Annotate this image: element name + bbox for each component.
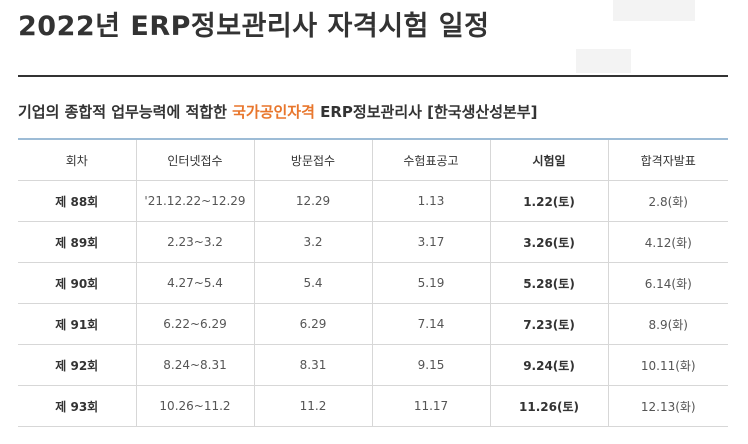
online-application-cell: 10.26~11.2 <box>136 385 255 427</box>
subtitle-suffix: ERP정보관리사 [한국생산성본부] <box>314 103 538 121</box>
round-cell: 제 88회 <box>18 180 137 222</box>
column-header-result-announcement: 합격자발표 <box>608 138 728 181</box>
admission-ticket-cell: 3.17 <box>372 221 491 263</box>
round-cell: 제 93회 <box>18 385 137 427</box>
visit-application-cell: 5.4 <box>254 262 373 304</box>
round-cell: 제 89회 <box>18 221 137 263</box>
table-row: 제 91회 6.22~6.29 6.29 7.14 7.23(토) 8.9(화) <box>18 303 728 345</box>
result-announcement-cell: 8.9(화) <box>608 303 728 345</box>
admission-ticket-cell: 1.13 <box>372 180 491 222</box>
page-title: 2022년 ERP정보관리사 자격시험 일정 <box>18 11 490 42</box>
visit-application-cell: 8.31 <box>254 344 373 386</box>
round-cell: 제 92회 <box>18 344 137 386</box>
table-header: 회차 인터넷접수 방문접수 수험표공고 시험일 합격자발표 <box>18 138 728 181</box>
table-row: 제 89회 2.23~3.2 3.2 3.17 3.26(토) 4.12(화) <box>18 221 728 263</box>
column-header-admission-ticket: 수험표공고 <box>372 138 491 181</box>
result-announcement-cell: 2.8(화) <box>608 180 728 222</box>
result-announcement-cell: 10.11(화) <box>608 344 728 386</box>
exam-schedule-table: 회차 인터넷접수 방문접수 수험표공고 시험일 합격자발표 제 88회 '21.… <box>18 138 728 427</box>
table-row: 제 92회 8.24~8.31 8.31 9.15 9.24(토) 10.11(… <box>18 344 728 386</box>
column-header-exam-date: 시험일 <box>490 138 609 181</box>
exam-date-cell: 11.26(토) <box>490 385 609 427</box>
admission-ticket-cell: 7.14 <box>372 303 491 345</box>
table-body: 제 88회 '21.12.22~12.29 12.29 1.13 1.22(토)… <box>18 180 728 427</box>
subtitle-prefix: 기업의 종합적 업무능력에 적합한 <box>18 103 233 121</box>
visit-application-cell: 12.29 <box>254 180 373 222</box>
title-divider <box>18 75 728 77</box>
round-cell: 제 91회 <box>18 303 137 345</box>
online-application-cell: '21.12.22~12.29 <box>136 180 255 222</box>
subtitle: 기업의 종합적 업무능력에 적합한 국가공인자격 ERP정보관리사 [한국생산성… <box>18 101 537 122</box>
column-header-online-application: 인터넷접수 <box>136 138 255 181</box>
header-row: 회차 인터넷접수 방문접수 수험표공고 시험일 합격자발표 <box>18 138 728 181</box>
decorative-box <box>576 49 631 73</box>
online-application-cell: 4.27~5.4 <box>136 262 255 304</box>
visit-application-cell: 3.2 <box>254 221 373 263</box>
exam-date-cell: 5.28(토) <box>490 262 609 304</box>
column-header-visit-application: 방문접수 <box>254 138 373 181</box>
subtitle-highlight: 국가공인자격 <box>232 103 315 121</box>
result-announcement-cell: 4.12(화) <box>608 221 728 263</box>
exam-date-cell: 1.22(토) <box>490 180 609 222</box>
table-row: 제 93회 10.26~11.2 11.2 11.17 11.26(토) 12.… <box>18 385 728 427</box>
visit-application-cell: 6.29 <box>254 303 373 345</box>
online-application-cell: 2.23~3.2 <box>136 221 255 263</box>
admission-ticket-cell: 9.15 <box>372 344 491 386</box>
table-row: 제 88회 '21.12.22~12.29 12.29 1.13 1.22(토)… <box>18 180 728 222</box>
decorative-box <box>613 0 695 21</box>
online-application-cell: 6.22~6.29 <box>136 303 255 345</box>
online-application-cell: 8.24~8.31 <box>136 344 255 386</box>
exam-date-cell: 9.24(토) <box>490 344 609 386</box>
result-announcement-cell: 12.13(화) <box>608 385 728 427</box>
visit-application-cell: 11.2 <box>254 385 373 427</box>
exam-date-cell: 3.26(토) <box>490 221 609 263</box>
admission-ticket-cell: 11.17 <box>372 385 491 427</box>
exam-date-cell: 7.23(토) <box>490 303 609 345</box>
result-announcement-cell: 6.14(화) <box>608 262 728 304</box>
admission-ticket-cell: 5.19 <box>372 262 491 304</box>
round-cell: 제 90회 <box>18 262 137 304</box>
table-row: 제 90회 4.27~5.4 5.4 5.19 5.28(토) 6.14(화) <box>18 262 728 304</box>
column-header-round: 회차 <box>18 138 137 181</box>
